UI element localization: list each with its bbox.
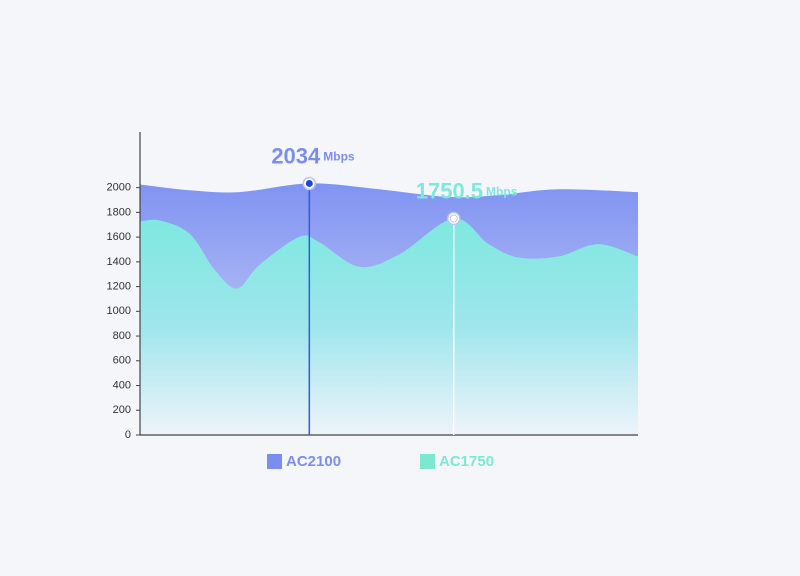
annotation-value: 2034 — [271, 143, 321, 168]
legend-swatch — [420, 454, 435, 469]
y-tick-label: 1800 — [107, 206, 131, 218]
annotation: 1750.5 Mbps — [416, 178, 518, 203]
y-tick-label: 1600 — [107, 231, 131, 243]
marker-dot — [449, 214, 458, 223]
legend-label: AC2100 — [286, 453, 341, 470]
y-tick-label: 600 — [113, 355, 131, 367]
annotation: 2034 Mbps — [271, 143, 355, 168]
y-tick-label: 0 — [125, 429, 131, 441]
legend-swatch — [267, 454, 282, 469]
y-tick-label: 1000 — [107, 305, 131, 317]
y-tick-label: 1200 — [107, 280, 131, 292]
y-tick-label: 200 — [113, 404, 131, 416]
annotation-unit: Mbps — [486, 185, 518, 199]
legend-label: AC1750 — [439, 453, 494, 470]
annotation-unit: Mbps — [323, 150, 355, 164]
y-tick-label: 800 — [113, 330, 131, 342]
annotation-value: 1750.5 — [416, 178, 483, 203]
y-tick-label: 2000 — [107, 182, 131, 194]
y-tick-label: 400 — [113, 379, 131, 391]
y-tick-label: 1400 — [107, 256, 131, 268]
marker-dot — [305, 179, 313, 187]
area — [140, 218, 638, 435]
